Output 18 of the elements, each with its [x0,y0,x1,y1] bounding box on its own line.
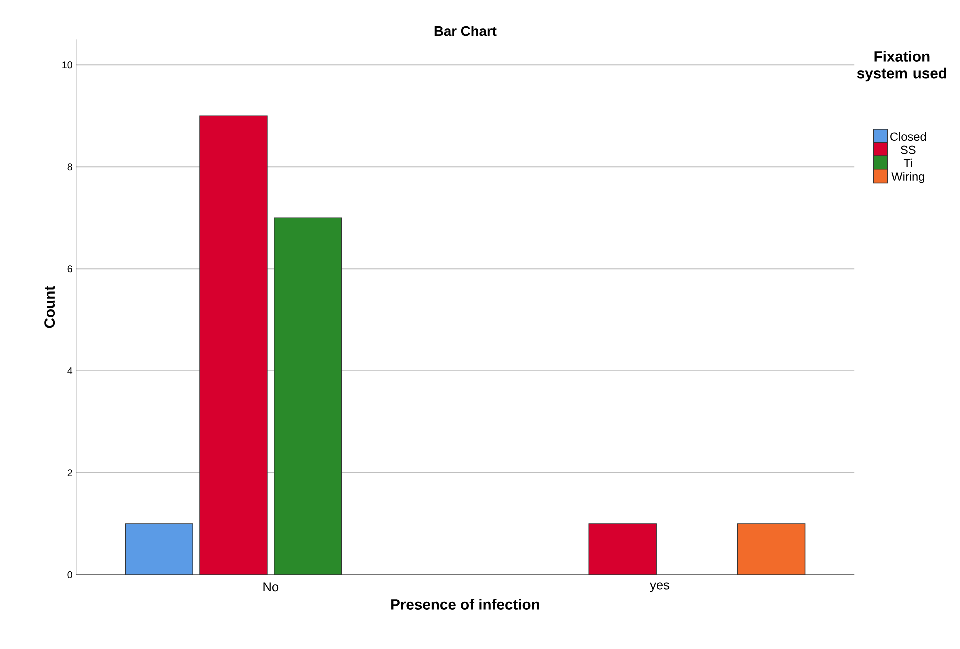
legend-label: Wiring [892,172,924,184]
legend-label: SS [901,146,916,154]
y-tick-label: 8 [68,163,72,170]
x-tick-label: yes [650,582,670,592]
legend-label: Closed [890,132,926,141]
y-tick-label: 10 [62,61,72,68]
x-tick-label: No [264,582,279,592]
y-tick-label: 2 [68,469,72,476]
bar [588,523,657,575]
legend-label: Ti [904,158,912,168]
legend-title: Fixation system used [857,50,946,82]
bar [200,116,268,575]
y-tick-label: 4 [68,367,73,374]
y-tick-label: 0 [68,571,72,578]
y-axis-title: Count [44,286,56,328]
x-axis-title: Presence of infection [392,598,540,610]
y-tick-label: 6 [68,265,72,272]
chart-title: Bar Chart [434,26,497,36]
